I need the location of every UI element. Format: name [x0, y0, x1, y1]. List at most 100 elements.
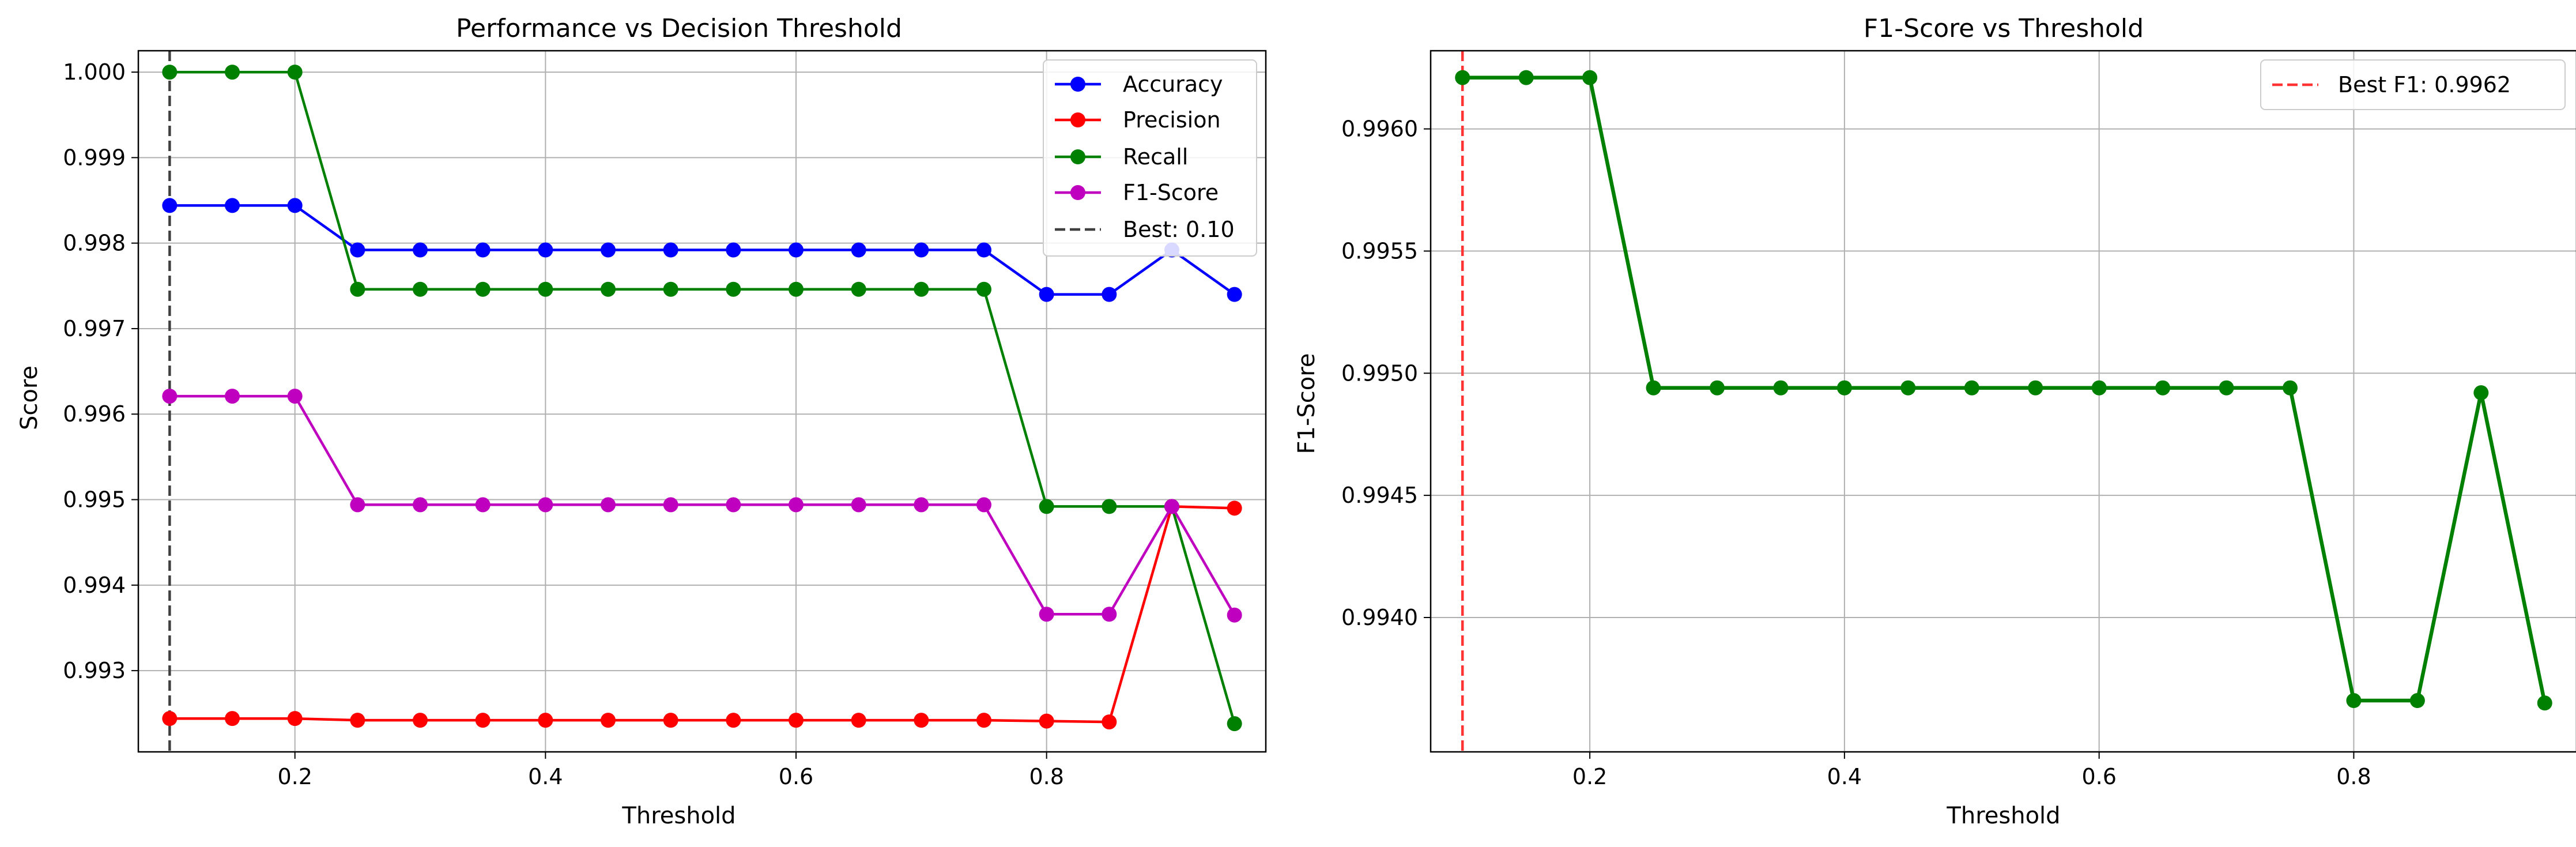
data-point [2091, 380, 2107, 396]
data-point [726, 281, 741, 297]
data-point [1227, 716, 1242, 732]
series-line [169, 70, 1236, 724]
data-point [225, 389, 240, 404]
data-point [1646, 380, 1661, 396]
data-point [851, 281, 866, 297]
legend-entry-best-f1: Best F1: 0.9962 [2272, 72, 2511, 97]
series-group [1455, 70, 2552, 711]
series-accuracy [162, 198, 1242, 302]
y-tick-label: 0.9940 [1341, 605, 1418, 630]
y-tick-label: 0.9960 [1341, 116, 1418, 142]
data-point [475, 497, 491, 513]
y-tick-label: 0.9950 [1341, 360, 1418, 386]
y-tick-label: 0.995 [63, 487, 126, 513]
series-f1-score [162, 389, 1242, 623]
data-point [789, 242, 804, 258]
data-point [475, 242, 491, 258]
data-point [2537, 695, 2552, 711]
y-ticks: 0.9940 0.9945 0.9950 0.9955 0.9960 [1341, 116, 1431, 630]
y-tick-label: 0.996 [63, 401, 126, 427]
data-point [726, 497, 741, 513]
x-tick-label: 0.2 [1572, 764, 1607, 789]
data-point [350, 242, 365, 258]
y-tick-label: 0.9945 [1341, 483, 1418, 508]
axes-frame [137, 50, 1267, 753]
data-point [1455, 70, 1470, 85]
data-point [601, 242, 616, 258]
data-point [2346, 693, 2362, 709]
series-recall [162, 65, 1242, 732]
data-point [162, 65, 178, 80]
data-point [2155, 380, 2171, 396]
x-tick-label: 0.8 [2336, 764, 2371, 789]
y-tick-label: 0.994 [63, 573, 126, 598]
x-tick-label: 0.8 [1029, 764, 1063, 789]
data-point [225, 198, 240, 213]
data-point [162, 711, 178, 726]
y-tick-label: 0.999 [63, 145, 126, 170]
data-point [1836, 380, 1852, 396]
data-point [162, 198, 178, 213]
data-point [663, 497, 678, 513]
data-point [726, 242, 741, 258]
data-point [1102, 607, 1117, 622]
data-point [413, 281, 428, 297]
x-tick-label: 0.4 [1827, 764, 1862, 789]
f1-score-chart: F1-Score vs Threshold Threshold F1-Score… [1293, 14, 2576, 829]
data-point [976, 497, 991, 513]
legend-label: Precision [1123, 107, 1221, 133]
data-point [475, 713, 491, 728]
data-point [914, 242, 929, 258]
data-point [1102, 499, 1117, 514]
data-point [914, 497, 929, 513]
data-point [976, 281, 991, 297]
legend-label: F1-Score [1123, 180, 1219, 205]
data-point [1227, 607, 1242, 623]
legend-entry-best-threshold: Best: 0.10 [1055, 217, 1235, 242]
chart-title: Performance vs Decision Threshold [456, 14, 902, 43]
x-axis-label: Threshold [621, 803, 736, 829]
data-point [1518, 70, 1534, 85]
legend: Accuracy Precision Recall F1-Score Best:… [1043, 59, 1257, 257]
data-point [225, 711, 240, 726]
legend-marker [1070, 149, 1085, 164]
data-point [538, 497, 553, 513]
legend-entry-recall: Recall [1055, 144, 1188, 170]
data-point [287, 711, 303, 726]
data-point [1773, 380, 1789, 396]
legend-label: Recall [1123, 144, 1188, 170]
y-tick-label: 0.993 [63, 658, 126, 683]
data-point [2409, 693, 2425, 709]
data-point [538, 242, 553, 258]
x-ticks: 0.2 0.4 0.6 0.8 [277, 752, 1064, 789]
data-point [1102, 287, 1117, 302]
series-line [169, 505, 1235, 724]
legend-label: Accuracy [1123, 71, 1223, 97]
data-point [475, 281, 491, 297]
data-point [2283, 380, 2298, 396]
data-point [1102, 714, 1117, 730]
chart-title: F1-Score vs Threshold [1864, 14, 2144, 43]
data-point [1164, 499, 1179, 514]
legend-marker [1070, 77, 1085, 92]
y-tick-label: 0.9955 [1341, 238, 1418, 263]
x-tick-label: 0.6 [779, 764, 813, 789]
data-point [976, 713, 991, 728]
data-point [350, 281, 365, 297]
legend-marker [1070, 112, 1085, 127]
legend-box [1043, 59, 1257, 257]
y-tick-label: 1.000 [63, 59, 126, 85]
data-point [162, 389, 178, 404]
y-ticks: 0.993 0.994 0.995 0.996 0.997 0.998 0.999 1.000 [63, 59, 138, 683]
data-point [601, 281, 616, 297]
data-point [1227, 500, 1242, 516]
data-point [2219, 380, 2234, 396]
legend: Best F1: 0.9962 [2260, 59, 2566, 110]
data-point [1710, 380, 1725, 396]
legend-label: Best: 0.10 [1123, 217, 1235, 242]
series-line [1462, 76, 2547, 703]
data-point [538, 713, 553, 728]
legend-entry-precision: Precision [1055, 107, 1221, 133]
x-ticks: 0.2 0.4 0.6 0.8 [1572, 752, 2371, 789]
legend-entry-accuracy: Accuracy [1055, 71, 1223, 97]
